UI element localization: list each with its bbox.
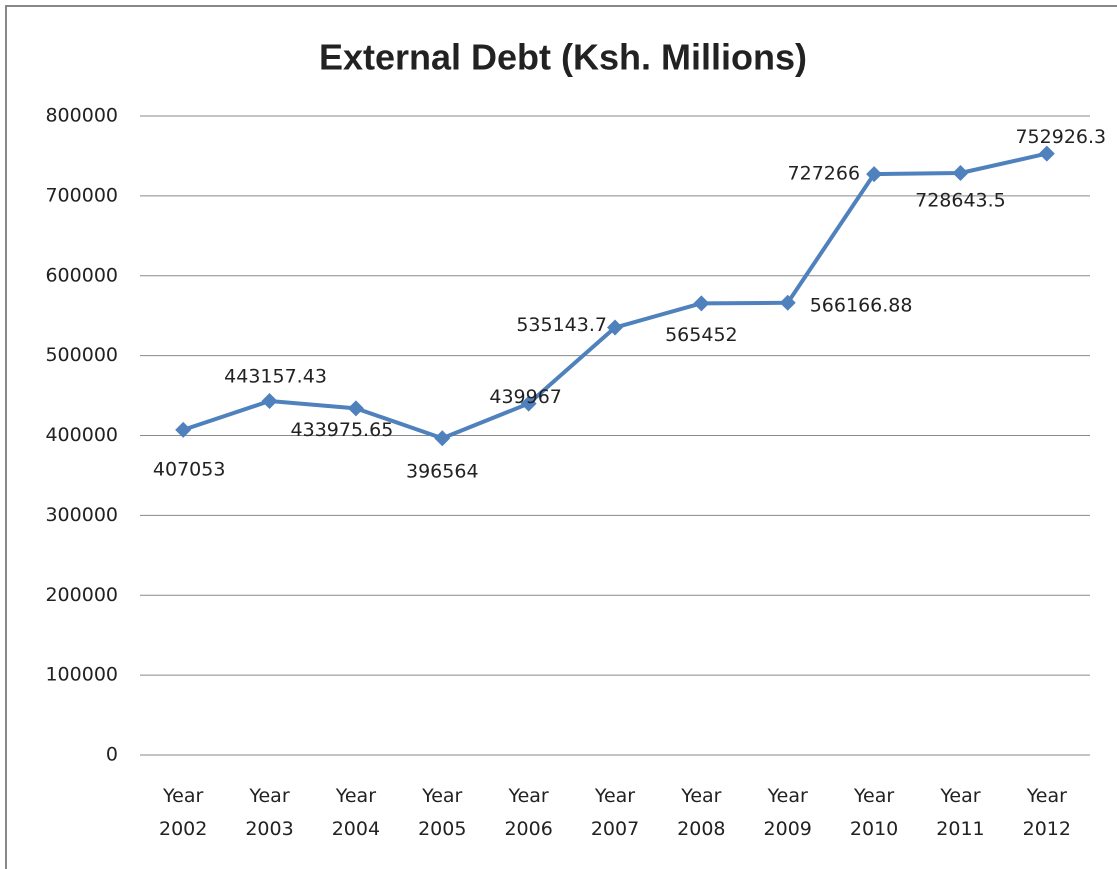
marker	[607, 319, 623, 336]
data-label: 752926.3	[1015, 126, 1106, 148]
x-tick-label: Year 2002	[158, 785, 208, 840]
y-tick-label: 700000	[45, 184, 118, 206]
data-label: 439967	[489, 386, 562, 408]
x-tick-label: Year 2011	[936, 785, 985, 840]
marker	[347, 400, 364, 417]
marker	[1038, 145, 1055, 162]
data-label: 727266	[788, 163, 861, 185]
y-tick-label: 100000	[45, 664, 118, 686]
frame	[5, 5, 1117, 869]
data-label: 565452	[665, 324, 738, 346]
x-tick-label: Year 2007	[590, 785, 640, 840]
x-tick-label: Year 2006	[504, 785, 553, 840]
marker	[175, 421, 192, 438]
y-tick-label: 400000	[45, 424, 118, 446]
marker	[434, 430, 451, 447]
marker	[866, 166, 883, 183]
data-label: 407053	[153, 458, 226, 480]
data-label: 396564	[406, 461, 479, 483]
data-label: 535143.7	[516, 314, 607, 336]
x-tick-label: Year 2012	[1022, 785, 1071, 840]
x-tick-label: Year 2009	[763, 785, 812, 840]
data-label: 566166.88	[810, 294, 913, 316]
data-label: 433975.65	[291, 419, 394, 441]
y-tick-label: 500000	[45, 344, 118, 366]
marker	[779, 294, 796, 311]
x-tick-label: Year 2008	[677, 785, 726, 840]
chart-title: External Debt (Ksh. Millions)	[319, 37, 807, 78]
marker	[261, 393, 278, 410]
marker	[952, 164, 969, 181]
y-tick-label: 0	[106, 744, 118, 766]
y-tick-label: 300000	[45, 504, 118, 526]
x-tick-label: Year 2005	[418, 785, 467, 840]
x-tick-label: Year 2010	[849, 785, 899, 840]
x-tick-label: Year 2004	[331, 785, 381, 840]
y-tick-label: 200000	[45, 584, 118, 606]
data-label: 443157.43	[224, 366, 327, 388]
marker	[693, 295, 710, 312]
y-tick-label: 600000	[45, 264, 118, 286]
data-label: 728643.5	[915, 189, 1006, 211]
y-tick-label: 800000	[45, 105, 118, 127]
x-tick-label: Year 2003	[245, 785, 294, 840]
marker	[520, 395, 537, 412]
